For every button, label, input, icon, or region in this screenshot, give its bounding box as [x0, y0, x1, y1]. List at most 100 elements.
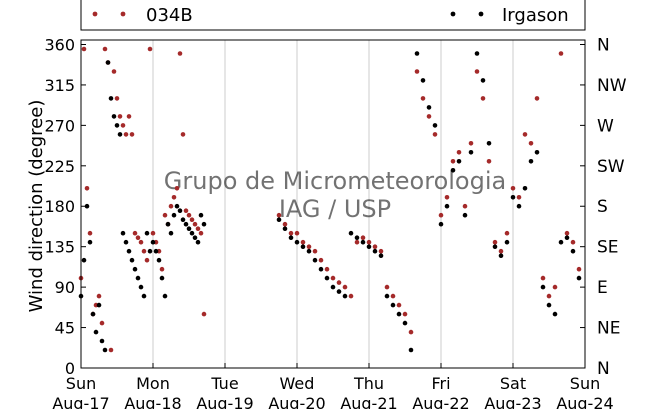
point-0-83 — [522, 132, 528, 137]
point-1-45 — [294, 239, 300, 245]
point-1-12 — [114, 123, 120, 128]
point-0-10 — [108, 347, 114, 353]
point-1-61 — [390, 302, 396, 308]
point-1-14 — [120, 230, 126, 236]
point-0-78 — [492, 239, 498, 245]
point-0-14 — [120, 123, 126, 128]
point-1-60 — [384, 293, 390, 299]
point-1-22 — [144, 230, 150, 236]
point-1-37 — [189, 230, 195, 236]
point-1-66 — [420, 78, 426, 83]
y-tick-label-7: 315 — [44, 76, 75, 95]
point-1-10 — [108, 96, 114, 101]
point-1-20 — [138, 284, 144, 290]
y-axis-label: Wind direction (degree) — [26, 100, 47, 313]
point-0-34 — [180, 132, 186, 137]
point-0-12 — [114, 96, 120, 101]
point-1-15 — [123, 239, 129, 245]
watermark-line-2: IAG / USP — [279, 195, 391, 223]
point-1-87 — [546, 302, 552, 308]
point-0-49 — [318, 257, 324, 263]
point-0-16 — [126, 114, 132, 119]
legend-marker-irgason-b — [478, 11, 484, 17]
point-1-65 — [414, 51, 420, 56]
point-1-88 — [552, 311, 558, 317]
point-1-80 — [504, 239, 510, 245]
point-1-47 — [306, 248, 312, 254]
point-1-53 — [342, 293, 348, 299]
y-tick-label-2: 90 — [55, 278, 75, 297]
compass-label-1: NE — [597, 319, 620, 339]
point-0-37 — [189, 217, 195, 222]
point-1-30 — [168, 230, 174, 236]
point-1-11 — [111, 114, 117, 119]
point-1-3 — [87, 239, 93, 245]
point-0-87 — [546, 293, 552, 299]
x-tick-date-0: Aug-17 — [52, 394, 109, 409]
point-0-92 — [576, 266, 582, 272]
point-0-8 — [102, 46, 108, 52]
point-0-84 — [528, 141, 534, 146]
legend-label-irgason: Irgason — [502, 5, 569, 26]
point-1-39 — [195, 239, 201, 245]
plot-frame — [81, 40, 585, 368]
y-tick-label-3: 135 — [44, 238, 75, 257]
point-1-92 — [576, 275, 582, 281]
x-tick-day-1: Mon — [136, 374, 170, 393]
point-0-89 — [558, 51, 564, 56]
point-1-54 — [348, 230, 354, 236]
point-0-7 — [99, 320, 105, 326]
point-1-72 — [456, 159, 462, 164]
point-0-44 — [288, 230, 294, 236]
point-1-68 — [432, 123, 438, 128]
compass-label-6: W — [597, 116, 614, 136]
point-0-2 — [84, 186, 90, 191]
point-1-28 — [162, 293, 168, 299]
point-1-34 — [180, 217, 186, 222]
x-tick-date-3: Aug-20 — [268, 394, 325, 409]
x-tick-day-0: Sun — [66, 374, 96, 393]
y-axis-left: 0 45 90 135 180 225 270 315 360 — [44, 35, 585, 378]
point-1-62 — [396, 311, 402, 317]
point-0-59 — [378, 248, 384, 254]
point-0-54 — [348, 293, 354, 299]
point-1-27 — [159, 275, 165, 281]
point-0-6 — [96, 293, 102, 299]
legend-marker-irgason-a — [450, 11, 456, 17]
point-0-51 — [330, 275, 336, 281]
point-0-50 — [324, 266, 330, 272]
point-0-86 — [540, 275, 546, 281]
point-1-79 — [498, 253, 504, 258]
point-0-47 — [306, 244, 312, 249]
point-0-70 — [444, 195, 450, 200]
point-1-29 — [165, 221, 171, 227]
compass-label-5: SW — [597, 157, 625, 177]
y-tick-label-0: 0 — [65, 359, 75, 378]
point-0-64 — [408, 329, 414, 335]
point-1-55 — [354, 235, 360, 240]
point-0-1 — [81, 46, 87, 52]
x-tick-day-3: Wed — [280, 374, 315, 393]
point-1-83 — [522, 186, 528, 191]
point-0-31 — [171, 195, 177, 200]
point-0-80 — [504, 230, 510, 236]
point-0-56 — [360, 235, 366, 240]
point-1-36 — [186, 226, 192, 231]
legend-marker-034b-b — [120, 11, 126, 17]
x-tick-day-4: Thu — [353, 374, 384, 393]
x-tick-day-5: Fri — [431, 374, 450, 393]
point-1-13 — [117, 132, 123, 137]
point-0-45 — [294, 230, 300, 236]
point-1-91 — [570, 248, 576, 254]
point-0-90 — [564, 230, 570, 236]
point-0-43 — [282, 221, 288, 227]
watermark-line-1: Grupo de Micrometeorologia — [164, 167, 506, 195]
point-0-66 — [420, 96, 426, 101]
point-0-74 — [468, 141, 474, 146]
compass-label-7: NW — [597, 76, 627, 96]
compass-label-8: N — [597, 35, 610, 55]
point-0-22 — [144, 257, 150, 263]
point-1-77 — [486, 141, 492, 146]
point-0-13 — [117, 114, 123, 119]
plot-border — [80, 39, 586, 369]
